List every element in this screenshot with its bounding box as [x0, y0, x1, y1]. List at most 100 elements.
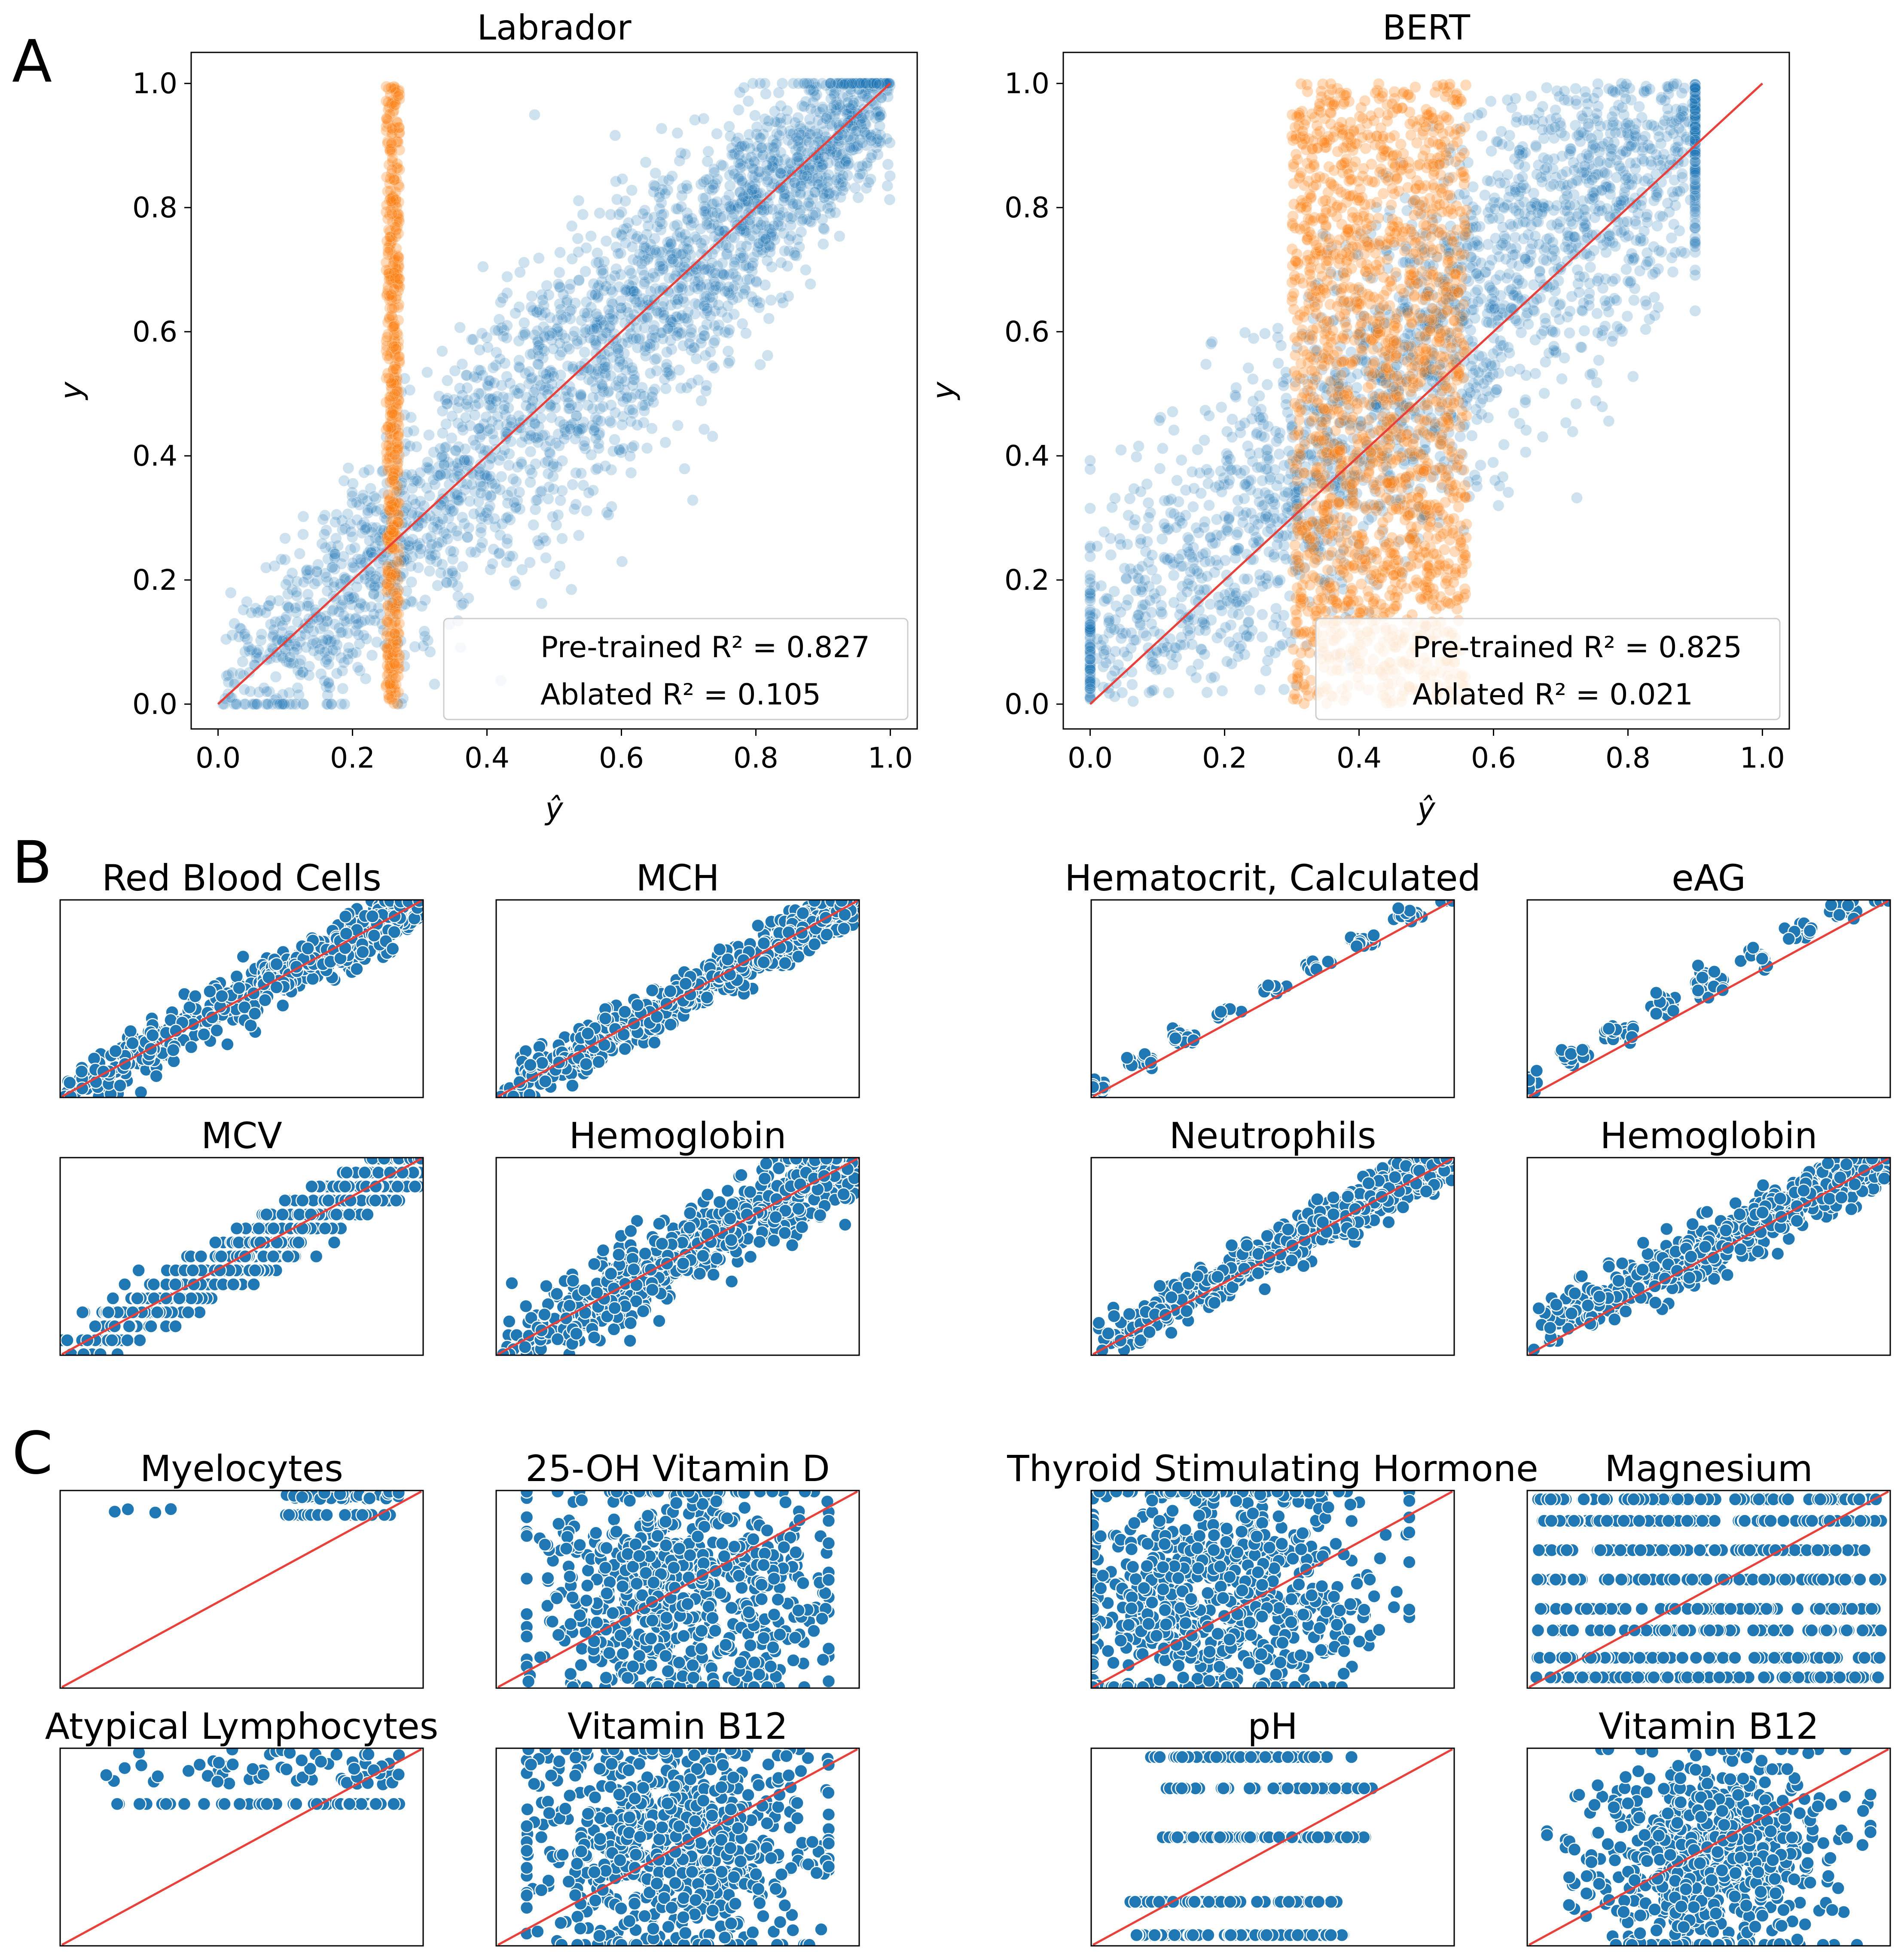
pretrained-point	[615, 302, 627, 314]
pretrained-point	[343, 575, 355, 587]
pretrained-point	[567, 479, 579, 491]
pretrained-point	[1135, 486, 1147, 497]
pretrained-point	[518, 317, 530, 329]
pretrained-point	[814, 106, 826, 118]
pretrained-point	[732, 274, 744, 286]
pretrained-point	[762, 174, 774, 186]
pretrained-point	[438, 451, 450, 463]
pretrained-point	[723, 268, 735, 280]
pretrained-point	[711, 196, 723, 208]
pretrained-point	[647, 268, 659, 279]
pretrained-point	[648, 339, 660, 351]
pretrained-point	[498, 403, 510, 415]
pretrained-point	[342, 462, 354, 474]
pretrained-point	[593, 280, 605, 292]
ablated-point	[389, 628, 401, 640]
pretrained-point	[248, 698, 260, 710]
pretrained-point	[412, 540, 424, 552]
pretrained-point	[821, 186, 833, 198]
pretrained-point	[418, 500, 430, 512]
pretrained-point	[591, 320, 603, 332]
pretrained-point	[854, 77, 867, 89]
pretrained-point	[689, 114, 701, 126]
pretrained-point	[554, 349, 566, 361]
pretrained-point	[656, 327, 668, 339]
pretrained-point	[539, 429, 551, 441]
pretrained-point	[1513, 274, 1525, 286]
pretrained-point	[843, 102, 855, 114]
pretrained-point	[870, 112, 882, 124]
pretrained-point	[649, 244, 661, 256]
pretrained-point	[738, 224, 750, 235]
pretrained-point	[636, 258, 648, 270]
pretrained-point	[366, 649, 378, 661]
pretrained-point	[410, 473, 421, 485]
pretrained-point	[1485, 95, 1497, 107]
pretrained-point	[1495, 125, 1507, 137]
pretrained-point	[263, 600, 275, 612]
pretrained-point	[823, 194, 835, 206]
pretrained-point	[740, 327, 752, 339]
pretrained-point	[724, 201, 736, 213]
pretrained-point	[640, 242, 652, 254]
pretrained-point	[626, 228, 638, 240]
pretrained-point	[1657, 210, 1669, 223]
pretrained-point	[495, 471, 507, 483]
pretrained-point	[346, 486, 358, 498]
pretrained-point	[782, 211, 794, 223]
pretrained-point	[654, 285, 665, 297]
ablated-point	[392, 228, 404, 240]
pretrained-point	[799, 77, 811, 89]
pretrained-point	[323, 677, 335, 689]
pretrained-point	[500, 409, 511, 421]
ablated-point	[386, 137, 397, 149]
pretrained-point	[699, 350, 711, 362]
pretrained-point	[1229, 389, 1241, 401]
pretrained-point	[573, 195, 585, 207]
pretrained-point	[762, 204, 774, 216]
pretrained-point	[589, 412, 601, 424]
pretrained-point	[839, 180, 851, 192]
pretrained-point	[745, 187, 757, 199]
pretrained-point	[882, 159, 894, 171]
pretrained-point	[671, 329, 683, 341]
ablated-point	[388, 320, 400, 332]
pretrained-point	[811, 89, 823, 101]
pretrained-point	[436, 405, 449, 417]
pretrained-point	[302, 573, 314, 585]
pretrained-point	[313, 649, 325, 661]
pretrained-point	[475, 442, 487, 454]
pretrained-point	[1203, 467, 1215, 479]
pretrained-point	[336, 558, 348, 570]
pretrained-point	[436, 558, 448, 570]
pretrained-point	[646, 422, 658, 434]
pretrained-point	[469, 409, 481, 421]
pretrained-point	[436, 493, 449, 505]
pretrained-point	[726, 142, 738, 154]
pretrained-point	[329, 548, 341, 560]
pretrained-point	[268, 624, 280, 636]
pretrained-point	[728, 199, 740, 211]
pretrained-point	[612, 247, 624, 259]
pretrained-point	[737, 190, 749, 202]
pretrained-point	[771, 163, 783, 175]
pretrained-point	[513, 410, 525, 422]
pretrained-point	[768, 156, 780, 168]
pretrained-point	[616, 206, 628, 218]
pretrained-point	[459, 456, 470, 468]
pretrained-point	[856, 122, 868, 134]
pretrained-point	[736, 177, 748, 189]
pretrained-point	[833, 77, 845, 89]
pretrained-point	[446, 565, 458, 577]
pretrained-point	[552, 509, 564, 521]
pretrained-point	[351, 514, 363, 526]
pretrained-point	[426, 538, 438, 550]
pretrained-point	[1202, 478, 1214, 490]
pretrained-point	[644, 342, 656, 354]
pretrained-point	[325, 541, 337, 553]
pretrained-point	[754, 166, 766, 178]
pretrained-point	[817, 238, 829, 250]
pretrained-point	[767, 134, 779, 146]
pretrained-point	[766, 204, 778, 216]
pretrained-point	[1470, 403, 1482, 415]
